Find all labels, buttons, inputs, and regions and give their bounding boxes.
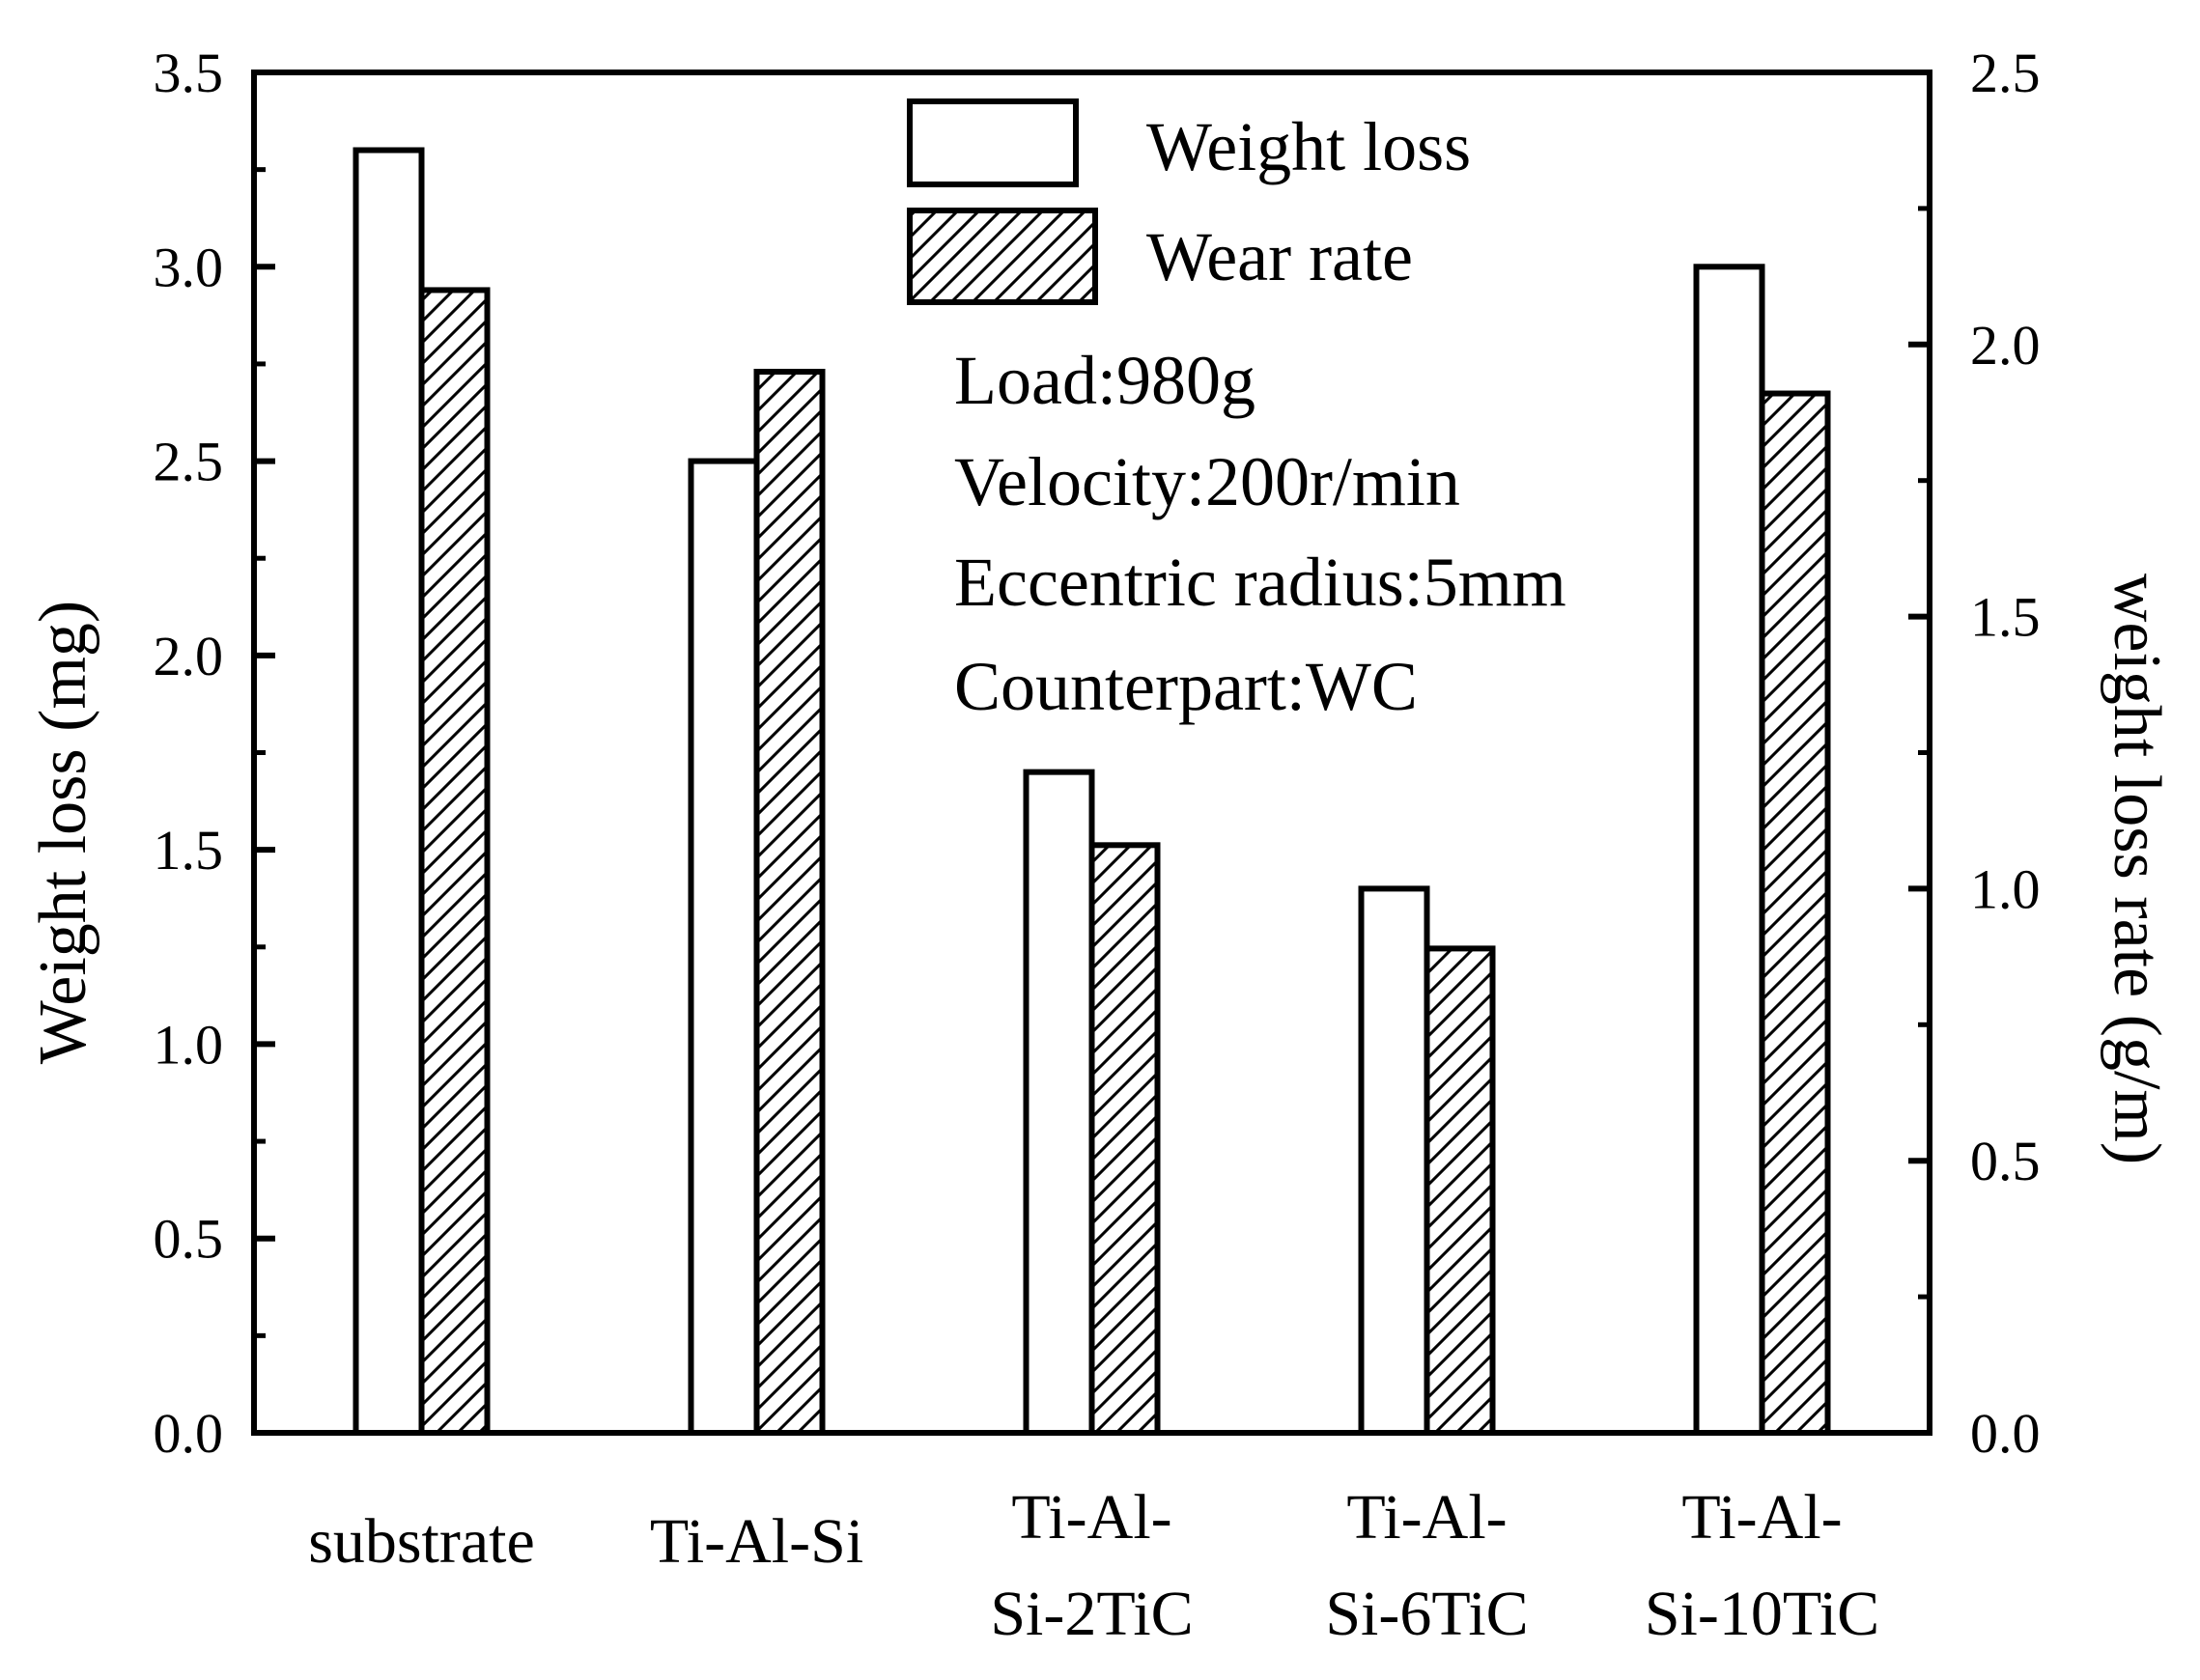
axes-layer [251,70,1932,1436]
category-label: Ti-Al-Si [650,1506,863,1577]
left-tick-label: 2.0 [154,625,224,687]
annotation-load: Load:980g [954,342,1255,419]
right-tick-label: 2.5 [1970,42,2041,104]
wear-rate-bar [1759,390,1831,1436]
right-tick-label: 1.0 [1970,857,2041,920]
left-tick-label: 3.5 [154,42,224,104]
bars-layer [353,147,1831,1437]
left-tick-label: 0.5 [154,1208,224,1271]
wear-rate-bar [418,287,491,1437]
right-tick-label: 1.5 [1970,586,2041,649]
legend-swatch-wear-rate [907,208,1098,305]
wear-rate-bar [1424,945,1496,1436]
weight-loss-bar [688,458,760,1437]
category-label: Ti-Al-Si-10TiC [1645,1482,1879,1649]
left-tick-label: 2.5 [154,431,224,493]
weight-loss-bar [1023,769,1095,1436]
legend: Weight loss Wear rate [907,98,1471,305]
category-label: Ti-Al-Si-6TiC [1325,1482,1528,1649]
right-tick-label: 0.0 [1970,1402,2041,1465]
annotations: Load:980g Velocity:200r/min Eccentric ra… [954,342,1566,725]
annotation-velocity: Velocity:200r/min [954,443,1460,520]
left-tick-label: 3.0 [154,236,224,298]
left-axis-title: Weight loss (mg) [26,601,100,1064]
legend-label-weight-loss: Weight loss [1146,108,1471,185]
wear-rate-bar [753,368,826,1437]
right-axis-title: weight loss rate (g/m) [2100,574,2174,1164]
right-tick-label: 0.5 [1970,1130,2041,1192]
left-tick-label: 1.5 [154,819,224,882]
labels-layer: 0.0 0.5 1.0 1.5 2.0 2.5 3.0 3.5 0.0 0.5 1.0 1.5 2.0 2… [154,42,2041,1649]
weight-loss-bar [1358,885,1430,1436]
left-tick-label: 1.0 [154,1013,224,1076]
legend-swatch-weight-loss [907,98,1079,187]
annotation-eccentric-radius: Eccentric radius:5mm [954,544,1566,621]
legend-label-wear-rate: Wear rate [1146,218,1413,295]
right-tick-label: 2.0 [1970,314,2041,377]
wear-rate-bar [1088,842,1161,1436]
left-tick-label: 0.0 [154,1402,224,1465]
category-label: Ti-Al-Si-2TiC [990,1482,1193,1649]
weight-loss-bar [1693,264,1765,1436]
category-label: substrate [308,1506,535,1577]
annotation-counterpart: Counterpart:WC [954,648,1418,725]
weight-loss-bar [353,147,425,1436]
